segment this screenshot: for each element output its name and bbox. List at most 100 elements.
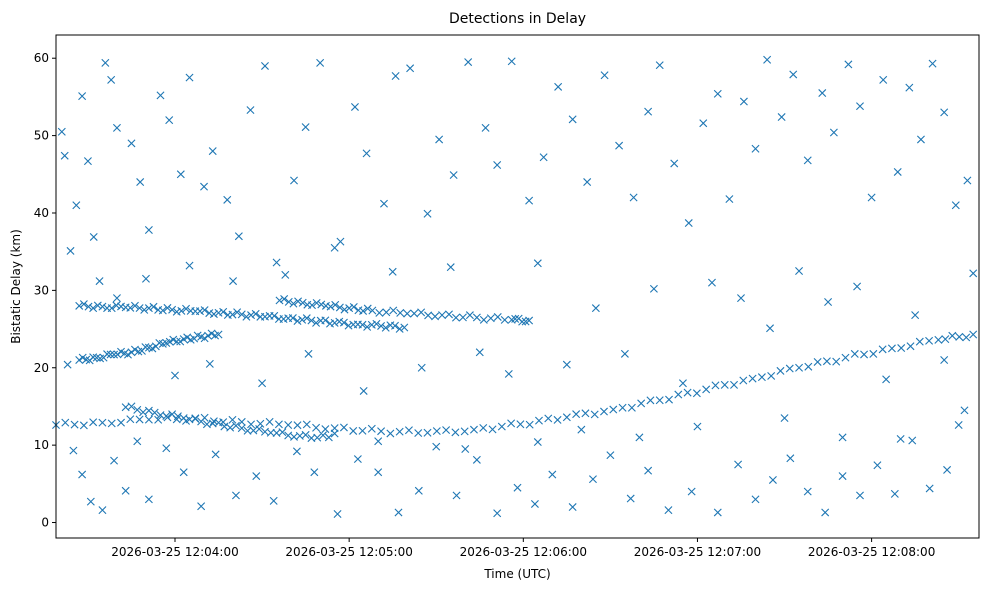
data-point: [493, 161, 502, 169]
data-point: [600, 71, 609, 80]
data-point: [144, 304, 153, 313]
data-point: [417, 308, 426, 317]
data-point: [644, 107, 653, 116]
data-point: [270, 311, 279, 320]
data-point: [144, 226, 153, 234]
data-point: [197, 417, 206, 426]
data-point: [637, 399, 646, 408]
data-point: [572, 410, 581, 419]
data-point: [941, 335, 950, 344]
data-point: [284, 297, 293, 306]
data-point: [69, 446, 78, 455]
data-point: [89, 232, 98, 241]
x-tick-label: 2026-03-25 12:08:00: [808, 545, 935, 559]
data-point: [777, 113, 786, 122]
data-point: [472, 313, 481, 322]
data-point: [934, 335, 943, 344]
data-point: [664, 506, 673, 515]
data-point: [266, 428, 275, 437]
data-point: [135, 415, 144, 424]
data-point: [606, 451, 615, 460]
data-point: [377, 321, 386, 330]
data-point: [251, 309, 260, 318]
series-track-lower-curve: [52, 330, 978, 438]
data-point: [911, 311, 920, 320]
data-point: [301, 123, 310, 132]
data-point: [84, 302, 93, 311]
plot-area: [52, 34, 980, 539]
data-point: [395, 324, 404, 333]
data-point: [326, 302, 335, 311]
data-point: [525, 316, 534, 325]
data-point: [969, 330, 978, 339]
data-point: [424, 311, 433, 320]
data-point: [179, 468, 188, 477]
data-point: [177, 306, 186, 315]
data-point: [330, 429, 339, 438]
data-point: [867, 193, 876, 202]
data-point: [110, 350, 119, 359]
data-point: [353, 455, 362, 464]
data-point: [720, 380, 729, 389]
data-point: [821, 508, 830, 517]
series-track-upper-rising: [75, 329, 223, 365]
data-point: [711, 381, 720, 390]
data-point: [568, 115, 577, 124]
data-point: [298, 315, 307, 324]
data-point: [803, 156, 812, 165]
data-point: [182, 304, 191, 313]
data-point: [233, 308, 242, 317]
data-point: [518, 317, 527, 326]
data-point: [548, 470, 557, 479]
series-track-upper-decreasing: [75, 300, 409, 333]
data-point: [195, 307, 204, 316]
data-point: [615, 141, 624, 150]
data-point: [265, 417, 274, 426]
data-point: [312, 318, 321, 327]
y-tick-label: 60: [34, 51, 49, 65]
data-point: [389, 306, 398, 315]
data-point: [211, 450, 220, 459]
data-point: [113, 350, 122, 359]
data-point: [785, 364, 794, 373]
data-point: [588, 475, 597, 484]
data-point: [98, 302, 107, 311]
data-point: [237, 424, 246, 433]
data-point: [692, 389, 701, 398]
data-point: [590, 410, 599, 419]
data-point: [358, 320, 367, 329]
data-point: [962, 333, 971, 342]
data-point: [511, 314, 520, 323]
y-tick-label: 10: [34, 438, 49, 452]
data-point: [293, 317, 302, 326]
data-point: [713, 508, 722, 517]
data-point: [461, 445, 470, 453]
data-point: [149, 302, 158, 311]
data-point: [252, 472, 261, 481]
data-point: [280, 294, 289, 303]
data-point: [423, 209, 432, 218]
data-point: [646, 396, 655, 405]
data-point: [906, 342, 915, 351]
data-point: [127, 139, 136, 148]
data-point: [504, 369, 513, 378]
data-point: [214, 418, 223, 427]
data-point: [61, 418, 70, 427]
data-point: [451, 313, 460, 322]
data-point: [725, 195, 734, 204]
data-point: [133, 437, 142, 446]
data-point: [905, 83, 914, 92]
data-point: [135, 304, 144, 313]
data-point: [446, 263, 455, 272]
data-point: [269, 496, 278, 505]
data-point: [95, 277, 104, 286]
data-point: [853, 282, 862, 291]
data-point: [391, 321, 400, 330]
data-point: [879, 75, 888, 84]
data-point: [813, 357, 822, 366]
data-point: [150, 408, 159, 417]
data-point: [275, 296, 284, 305]
data-point: [665, 395, 673, 404]
data-point: [302, 314, 311, 323]
data-point: [107, 304, 116, 313]
